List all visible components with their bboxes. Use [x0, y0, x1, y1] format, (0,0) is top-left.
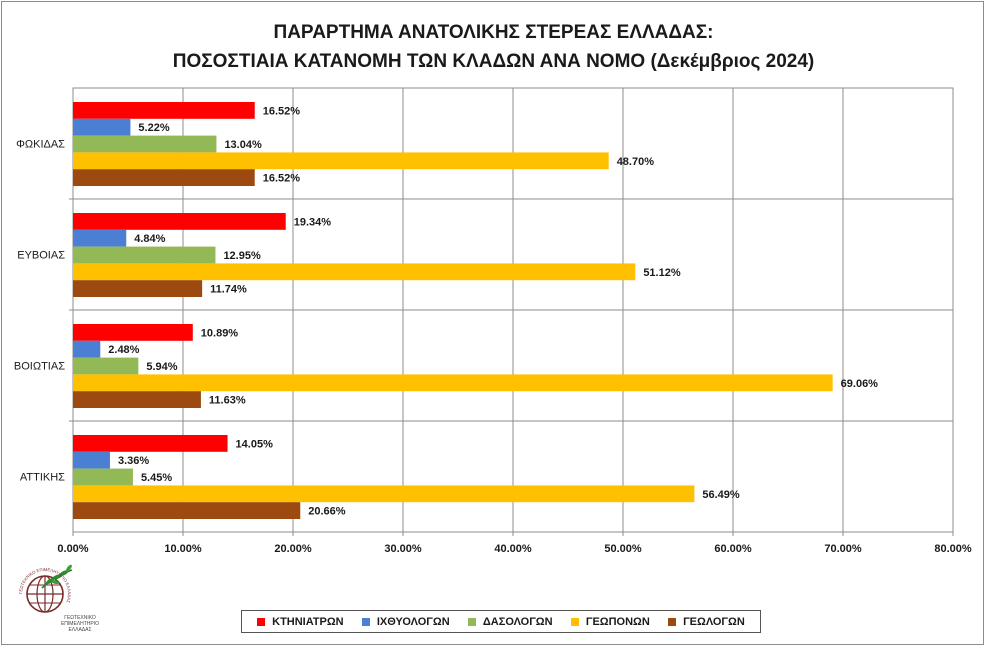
y-category-label: ΒΟΙΩΤΙΑΣ	[14, 361, 65, 373]
chart-title-line-2: ΠΟΣΟΣΤΙΑΙΑ ΚΑΤΑΝΟΜΗ ΤΩΝ ΚΛΑΔΩΝ ΑΝΑ ΝΟΜΟ …	[172, 51, 815, 72]
bar	[73, 485, 695, 503]
legend-item: ΓΕΩΛΟΓΩΝ	[668, 616, 745, 628]
y-category-label: ΦΩΚΙΔΑΣ	[16, 139, 65, 151]
legend-label: ΔΑΣΟΛΟΓΩΝ	[482, 615, 553, 628]
data-label: 13.04%	[224, 139, 262, 151]
data-label: 69.06%	[841, 378, 879, 390]
data-label: 2.48%	[108, 344, 139, 356]
legend-swatch	[668, 617, 677, 626]
data-label: 5.94%	[146, 361, 177, 373]
bar	[73, 213, 286, 230]
legend-swatch	[467, 617, 476, 626]
chart-title: ΠΑΡΑΡΤΗΜΑ ΑΝΑΤΟΛΙΚΗΣ ΣΤΕΡΕΑΣ ΕΛΛΑΔΑΣ: ΠΟ…	[0, 18, 987, 76]
data-label: 3.36%	[118, 455, 149, 467]
data-label: 11.63%	[209, 395, 246, 407]
chart-legend: ΚΤΗΝΙΑΤΡΩΝ ΙΧΘΥΟΛΟΓΩΝ ΔΑΣΟΛΟΓΩΝ ΓΕΩΠΟΝΩΝ ΓΕΩ…	[241, 610, 761, 633]
legend-label: ΚΤΗΝΙΑΤΡΩΝ	[272, 615, 344, 628]
x-tick-label: 50.00%	[604, 543, 642, 555]
logo-caption-2: ΕΠΙΜΕΛΗΤΗΡΙΟ	[61, 621, 99, 627]
bar	[73, 169, 255, 186]
x-tick-label: 30.00%	[384, 543, 422, 555]
legend-item: ΔΑΣΟΛΟΓΩΝ	[467, 615, 553, 628]
geotee-logo: ΓΕΩΤΕΧΝΙΚΟ ΕΠΙΜΕΛΗΤΗΡΙΟ ΕΛΛΑΔΑΣ ΓΕΩΤΕΧΝΙ…	[18, 564, 99, 633]
bar	[73, 246, 216, 264]
legend-item: ΓΕΩΠΟΝΩΝ	[570, 615, 650, 628]
legend-label: ΓΕΩΛΟΓΩΝ	[683, 615, 745, 628]
logo-caption-3: ΕΛΛΑΔΑΣ	[68, 627, 91, 633]
data-label: 48.70%	[617, 156, 655, 168]
data-label: 16.52%	[263, 105, 301, 117]
legend-item: ΚΤΗΝΙΑΤΡΩΝ	[257, 615, 344, 628]
bar	[73, 152, 609, 170]
x-tick-label: 10.00%	[164, 543, 202, 555]
bar	[73, 357, 139, 375]
data-label: 12.95%	[223, 250, 261, 262]
data-label: 14.05%	[236, 438, 274, 450]
bar	[73, 502, 301, 519]
legend-label: ΙΧΘΥΟΛΟΓΩΝ	[376, 615, 450, 628]
legend-item: ΙΧΘΥΟΛΟΓΩΝ	[361, 615, 450, 628]
data-label: 11.74%	[210, 284, 247, 296]
data-label: 5.45%	[141, 472, 172, 484]
x-tick-label: 80.00%	[934, 543, 972, 555]
bar	[73, 340, 101, 358]
data-label: 10.89%	[201, 327, 239, 339]
bar	[73, 135, 217, 153]
bar	[73, 118, 131, 136]
bar	[73, 468, 133, 486]
y-category-label: ΑΤΤΙΚΗΣ	[20, 472, 65, 484]
data-label: 19.34%	[294, 216, 332, 228]
x-tick-label: 0.00%	[57, 543, 88, 555]
bar	[73, 102, 255, 119]
bar	[73, 229, 127, 247]
data-label: 5.22%	[138, 122, 169, 134]
data-label: 4.84%	[134, 233, 165, 245]
data-label: 56.49%	[702, 489, 740, 501]
globe-icon	[26, 575, 64, 613]
bar	[73, 391, 201, 408]
x-tick-label: 70.00%	[824, 543, 862, 555]
x-tick-label: 40.00%	[494, 543, 532, 555]
legend-swatch	[570, 617, 579, 626]
y-category-label: ΕΥΒΟΙΑΣ	[17, 250, 65, 262]
legend-swatch	[257, 617, 266, 626]
bar	[73, 324, 193, 341]
data-label: 20.66%	[308, 506, 346, 518]
data-label: 51.12%	[643, 267, 681, 279]
x-tick-label: 20.00%	[274, 543, 312, 555]
bar	[73, 451, 110, 469]
x-tick-label: 60.00%	[714, 543, 752, 555]
bar	[73, 263, 636, 281]
olive-branch-icon	[41, 564, 73, 589]
legend-swatch	[361, 617, 370, 626]
bar	[73, 374, 833, 392]
legend-label: ΓΕΩΠΟΝΩΝ	[585, 615, 650, 628]
bar	[73, 435, 228, 452]
data-label: 16.52%	[263, 173, 301, 185]
bar	[73, 280, 203, 297]
chart-title-line-1: ΠΑΡΑΡΤΗΜΑ ΑΝΑΤΟΛΙΚΗΣ ΣΤΕΡΕΑΣ ΕΛΛΑΔΑΣ:	[273, 22, 714, 43]
logo-caption-1: ΓΕΩΤΕΧΝΙΚΟ	[64, 615, 96, 621]
